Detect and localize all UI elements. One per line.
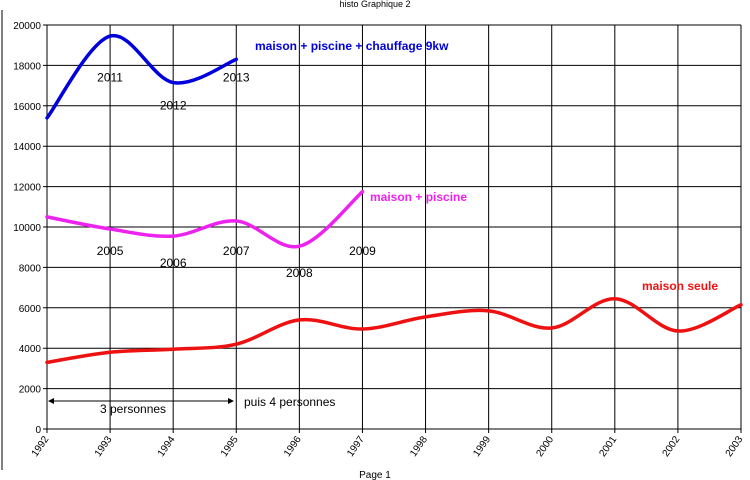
point-label: 2007	[223, 244, 250, 258]
series-line-1	[45, 189, 365, 249]
x-tick-label: 1998	[408, 434, 430, 459]
y-tick-label: 18000	[13, 61, 41, 72]
grid	[43, 24, 742, 433]
y-tick-label: 2000	[19, 385, 42, 396]
series-lines	[45, 34, 743, 365]
three-persons-arrow	[48, 398, 234, 404]
chart-title: histo Graphique 2	[339, 0, 410, 9]
y-tick-label: 20000	[13, 21, 41, 32]
x-tick-label: 1997	[345, 434, 367, 459]
x-tick-label: 1992	[30, 434, 52, 459]
y-axis-ticks: 0 2000 4000 6000 8000 10000 12000 14000 16000 180…	[13, 21, 41, 436]
series-line-2	[45, 296, 743, 365]
x-tick-label: 2001	[598, 434, 620, 459]
x-tick-label: 1999	[471, 434, 493, 459]
y-tick-label: 16000	[13, 102, 41, 113]
x-tick-label: 1993	[93, 434, 115, 459]
y-tick-label: 8000	[19, 263, 42, 274]
point-label: 2009	[349, 244, 376, 258]
x-tick-label: 2000	[534, 434, 556, 459]
point-labels: 2011 2012 2013 2005 2006 2007 2008 2009	[97, 71, 376, 281]
annotation-4-personnes: puis 4 personnes	[244, 395, 335, 409]
point-label: 2012	[160, 99, 187, 113]
legend-red-label: maison seule	[642, 279, 718, 293]
x-axis-ticks: 1992 1993 1994 1995 1996 1997 1998 1999 2000 2001…	[30, 434, 746, 459]
annotation-3-personnes: 3 personnes	[100, 402, 166, 416]
legend-magenta-label: maison + piscine	[370, 190, 467, 204]
y-tick-label: 4000	[19, 344, 42, 355]
point-label: 2011	[97, 71, 123, 85]
point-label: 2008	[286, 266, 313, 280]
page-number: Page 1	[359, 470, 391, 480]
y-tick-label: 6000	[19, 304, 42, 315]
x-tick-label: 2002	[661, 434, 683, 459]
x-tick-label: 1994	[156, 434, 178, 459]
point-label: 2006	[160, 256, 187, 270]
series-line-0	[45, 34, 239, 120]
point-label: 2013	[223, 71, 250, 85]
x-tick-label: 1996	[282, 434, 304, 459]
y-tick-label: 10000	[13, 223, 41, 234]
legend-blue-label: maison + piscine + chauffage 9kw	[255, 39, 449, 53]
y-tick-label: 14000	[13, 142, 41, 153]
x-tick-label: 1995	[219, 434, 241, 459]
point-label: 2005	[97, 244, 124, 258]
x-tick-label: 2003	[724, 434, 746, 459]
y-tick-label: 12000	[13, 183, 41, 194]
y-tick-label: 0	[35, 425, 41, 436]
